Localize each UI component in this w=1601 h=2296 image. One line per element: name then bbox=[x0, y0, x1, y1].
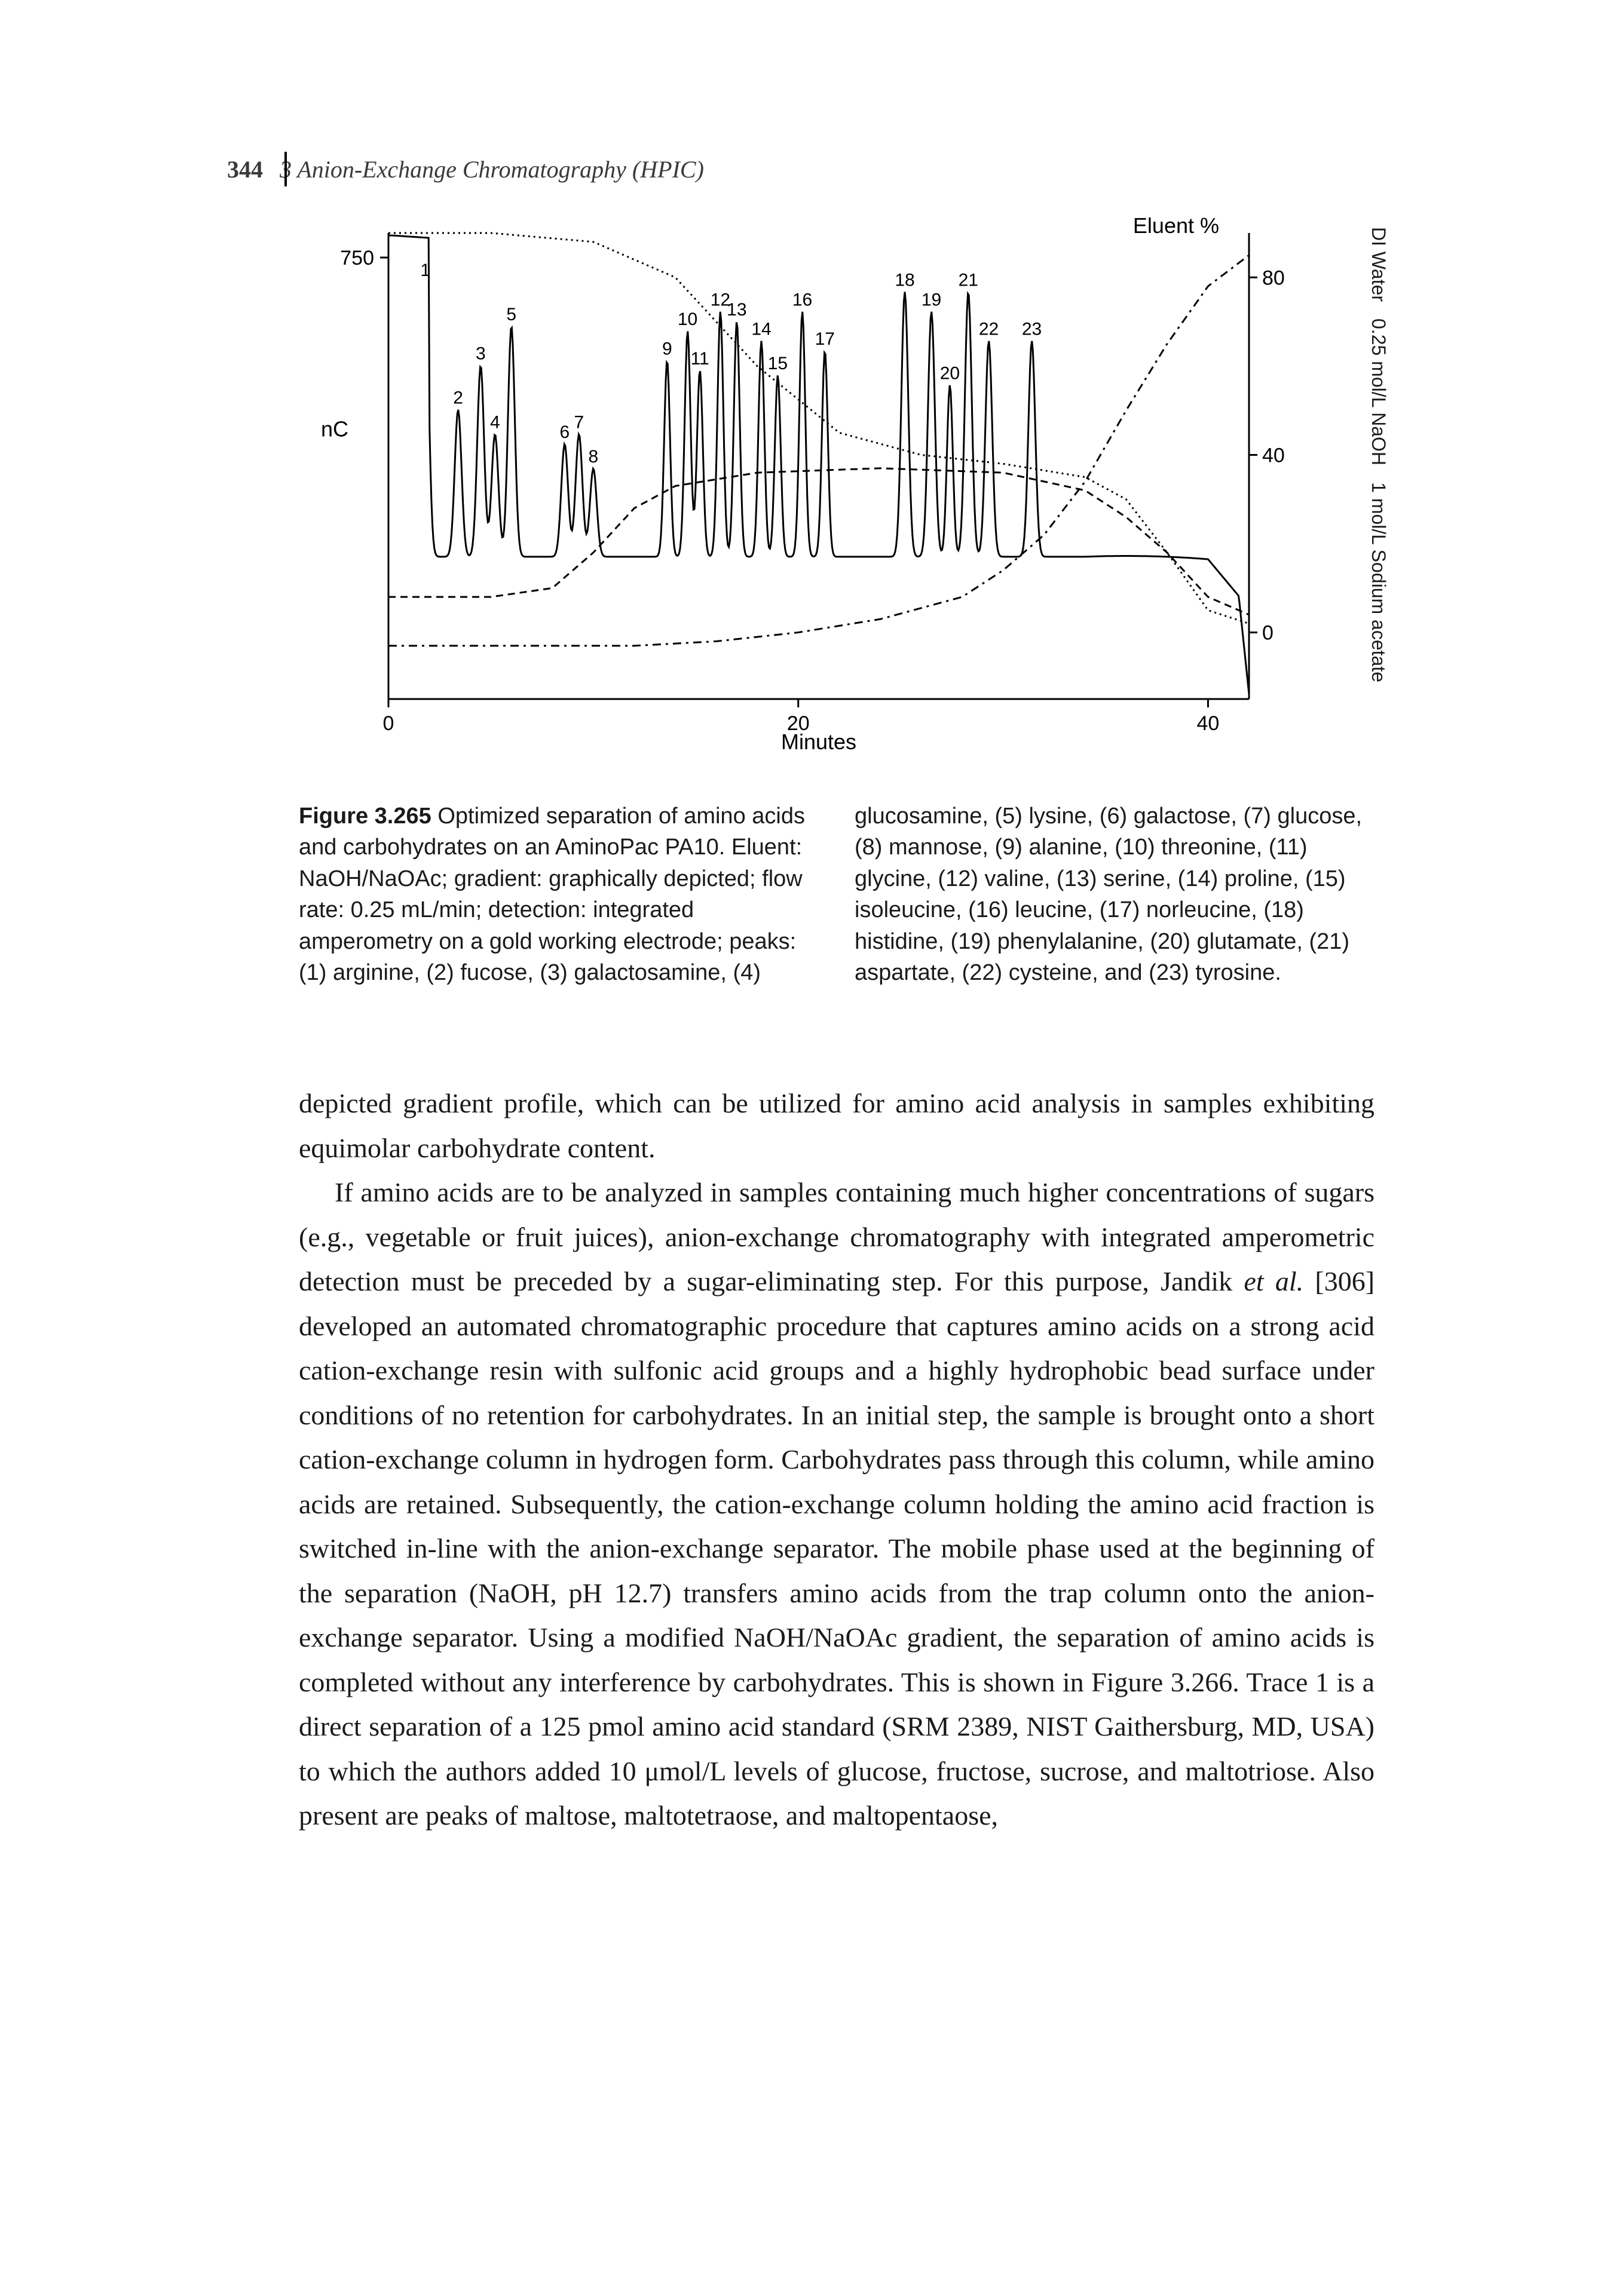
svg-text:6: 6 bbox=[560, 422, 570, 442]
para2-emphasis: et al. bbox=[1244, 1266, 1303, 1296]
legend-label: 0.25 mol/L NaOH bbox=[1367, 318, 1389, 465]
svg-text:0: 0 bbox=[1262, 622, 1274, 645]
svg-text:Eluent %: Eluent % bbox=[1133, 215, 1219, 238]
svg-text:4: 4 bbox=[490, 413, 500, 433]
header-rule bbox=[284, 152, 287, 186]
paragraph-2: If amino acids are to be analyzed in sam… bbox=[299, 1170, 1375, 1838]
svg-text:13: 13 bbox=[727, 300, 746, 320]
svg-text:Minutes: Minutes bbox=[781, 729, 856, 754]
paragraph-1: depicted gradient profile, which can be … bbox=[299, 1081, 1375, 1170]
svg-text:0: 0 bbox=[383, 712, 394, 735]
figure-caption-text: Optimized separation of amino acids and … bbox=[299, 804, 1362, 985]
page-number: 344 bbox=[227, 156, 263, 183]
svg-text:16: 16 bbox=[792, 290, 812, 309]
svg-text:18: 18 bbox=[895, 271, 914, 290]
svg-text:80: 80 bbox=[1262, 266, 1285, 289]
legend-swatch bbox=[1354, 244, 1357, 286]
legend-swatch bbox=[1354, 562, 1357, 603]
svg-text:750: 750 bbox=[340, 247, 374, 269]
svg-text:17: 17 bbox=[815, 329, 835, 349]
svg-text:5: 5 bbox=[506, 305, 516, 324]
legend-label: DI Water bbox=[1367, 227, 1389, 302]
svg-text:21: 21 bbox=[959, 271, 978, 290]
svg-text:10: 10 bbox=[678, 309, 697, 329]
svg-text:20: 20 bbox=[940, 364, 960, 384]
legend-item: DI Water bbox=[1354, 227, 1389, 302]
svg-text:19: 19 bbox=[922, 290, 941, 309]
para2-suffix: [306] developed an automated chromatogra… bbox=[299, 1266, 1375, 1831]
svg-text:3: 3 bbox=[476, 344, 486, 364]
chart-legend: DI Water 0.25 mol/L NaOH 1 mol/L Sodium ac… bbox=[1354, 227, 1389, 717]
para2-prefix: If amino acids are to be analyzed in sam… bbox=[299, 1177, 1375, 1296]
svg-text:2: 2 bbox=[453, 388, 463, 408]
svg-text:9: 9 bbox=[662, 339, 672, 358]
svg-text:40: 40 bbox=[1262, 444, 1285, 467]
legend-item: 1 mol/L Sodium acetate bbox=[1354, 482, 1389, 682]
running-head: 344 3 Anion-Exchange Chromatography (HPI… bbox=[227, 155, 704, 183]
figure-3-265: 02040Minutes750nC04080Eluent %1234567891… bbox=[299, 215, 1375, 771]
figure-label: Figure 3.265 bbox=[299, 804, 431, 829]
svg-text:15: 15 bbox=[768, 354, 788, 373]
svg-text:nC: nC bbox=[321, 416, 348, 441]
chromatogram-chart: 02040Minutes750nC04080Eluent %1234567891… bbox=[299, 215, 1375, 771]
section-title: 3 Anion-Exchange Chromatography (HPIC) bbox=[280, 156, 704, 183]
legend-swatch bbox=[1354, 371, 1357, 413]
body-text: depicted gradient profile, which can be … bbox=[299, 1081, 1375, 1838]
svg-text:1: 1 bbox=[420, 260, 430, 280]
svg-text:11: 11 bbox=[691, 349, 709, 369]
figure-caption: Figure 3.265 Optimized separation of ami… bbox=[299, 801, 1375, 989]
svg-text:22: 22 bbox=[979, 320, 999, 339]
svg-text:8: 8 bbox=[589, 447, 599, 467]
legend-label: 1 mol/L Sodium acetate bbox=[1367, 482, 1389, 682]
svg-text:14: 14 bbox=[751, 320, 771, 339]
legend-item: 0.25 mol/L NaOH bbox=[1354, 318, 1389, 465]
svg-text:7: 7 bbox=[574, 413, 584, 433]
svg-text:23: 23 bbox=[1022, 320, 1042, 339]
svg-text:40: 40 bbox=[1197, 712, 1220, 735]
